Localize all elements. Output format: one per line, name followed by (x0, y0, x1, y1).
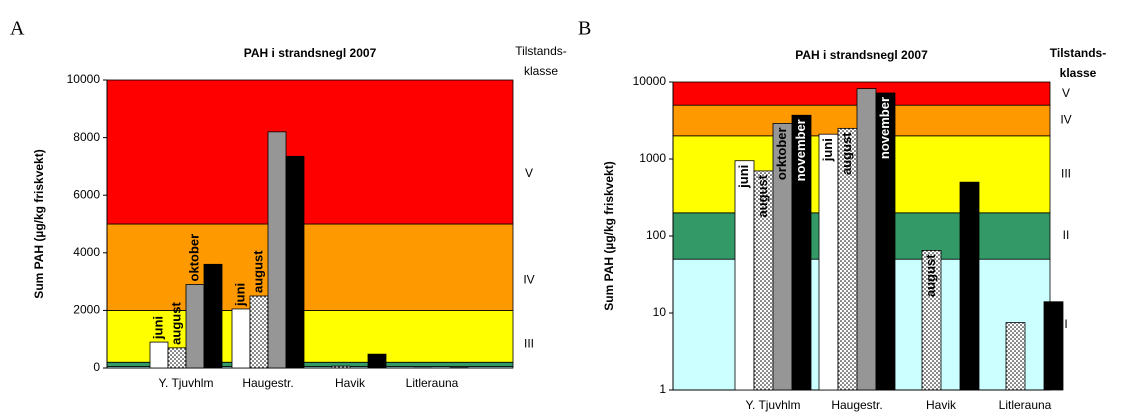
x-tick-label: Litlerauna (406, 376, 459, 390)
y-tick-label: 6000 (73, 187, 100, 201)
y-tick-label: 10000 (633, 74, 667, 88)
bar (856, 88, 877, 391)
class-label: IV (1060, 113, 1071, 127)
x-tick-label: Havik (926, 398, 957, 412)
bar (167, 347, 187, 369)
band-title: klasse (1060, 66, 1097, 80)
bar (331, 365, 351, 369)
class-label: IV (523, 272, 534, 286)
class-band (106, 223, 514, 311)
bar (231, 308, 251, 369)
y-tick-label: 1000 (639, 151, 666, 165)
bar (149, 341, 169, 369)
bar (285, 155, 305, 369)
bar-label: august (839, 132, 854, 175)
bar-label: juni (820, 138, 835, 162)
band-title: Tilstands- (1050, 46, 1106, 60)
y-tick-label: 10000 (67, 72, 101, 86)
x-tick-label: Haugestr. (831, 398, 882, 412)
x-tick-label: Y. Tjuvhlm (159, 376, 214, 390)
x-tick-label: Litlerauna (999, 398, 1052, 412)
bar (791, 114, 812, 391)
bar (185, 284, 205, 369)
bar (921, 250, 942, 391)
x-tick-label: Y. Tjuvhlm (746, 398, 801, 412)
chart-title: PAH i strandsnegl 2007 (795, 48, 928, 62)
class-label: III (524, 336, 534, 350)
chart-title: PAH i strandsnegl 2007 (244, 46, 377, 60)
class-label: II (1063, 228, 1070, 242)
band-title: klasse (524, 64, 558, 78)
bar (367, 353, 387, 369)
y-axis-label: Sum PAH (µg/kg friskvekt) (602, 161, 616, 310)
bar (1005, 322, 1026, 391)
band-title: Tilstands- (515, 44, 567, 58)
y-tick-label: 8000 (73, 130, 100, 144)
bar-label: juni (150, 316, 165, 340)
bar-label: oktober (186, 234, 201, 282)
bar (959, 181, 980, 391)
bar-label: august (250, 250, 265, 293)
bar-label: november (877, 97, 892, 159)
bar-label: juni (232, 283, 247, 307)
bar-label: orktober (774, 127, 789, 180)
bar (734, 160, 755, 391)
y-tick-label: 1 (659, 382, 666, 396)
y-tick-label: 10 (653, 305, 667, 319)
class-label: V (1062, 86, 1070, 100)
x-tick-label: Havik (335, 376, 366, 390)
x-tick-label: Haugestr. (242, 376, 293, 390)
y-axis-label: Sum PAH (µg/kg friskvekt) (32, 149, 46, 298)
y-tick-label: 2000 (73, 303, 100, 317)
class-label: I (1064, 317, 1067, 331)
panel-label: A (10, 18, 25, 40)
class-band (106, 79, 514, 225)
bar-label: august (923, 254, 938, 297)
bar-label: november (793, 119, 808, 181)
bar (249, 295, 269, 369)
bar (1043, 301, 1064, 391)
bar (818, 133, 839, 391)
bar (267, 131, 287, 369)
y-tick-label: 4000 (73, 245, 100, 259)
panel-label: B (578, 18, 591, 40)
y-tick-label: 0 (93, 360, 100, 374)
class-label: V (525, 166, 533, 180)
class-label: III (1061, 166, 1071, 180)
bar-label: august (755, 174, 770, 217)
bar-label: juni (736, 165, 751, 189)
bar (203, 263, 223, 369)
bar-label: august (168, 302, 183, 345)
y-tick-label: 100 (646, 228, 666, 242)
bar (875, 92, 896, 391)
